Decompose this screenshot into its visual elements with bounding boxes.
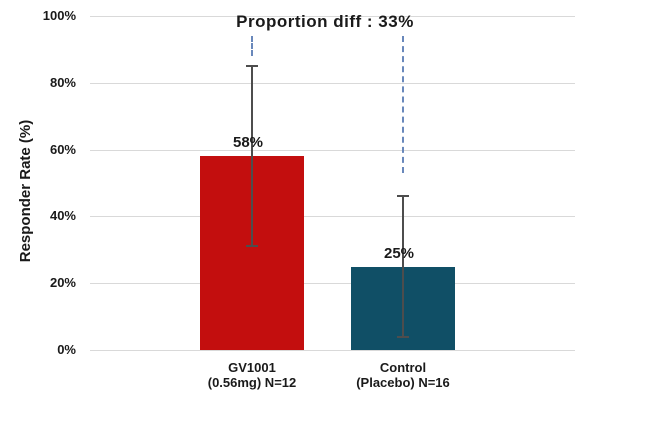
x-axis-label: GV1001 (0.56mg) N=12 <box>167 360 337 390</box>
y-tick-label: 0% <box>57 342 76 357</box>
error-bar-whisker <box>251 66 253 247</box>
error-bar-cap <box>397 195 409 198</box>
gridline-0% <box>90 350 575 351</box>
annotation-dashed-line <box>251 36 253 57</box>
plot-area: 58% 25% <box>90 16 575 351</box>
x-axis-label-line1: GV1001 <box>228 360 276 375</box>
x-axis-label-line2: (Placebo) N=16 <box>356 375 450 390</box>
x-axis-label-line1: Control <box>379 360 427 375</box>
bar-value-label: 58% <box>232 134 264 152</box>
error-bar-whisker <box>402 196 404 337</box>
error-bar-cap <box>246 245 258 248</box>
error-bar-cap <box>397 335 409 338</box>
y-tick-label: 60% <box>49 141 76 157</box>
gridline-100% <box>90 16 575 17</box>
x-axis-label: Control (Placebo) N=16 <box>318 360 488 390</box>
y-axis-title: Responder Rate (%) <box>17 119 34 263</box>
y-tick-label: 80% <box>49 74 76 90</box>
gridline-20% <box>90 283 575 285</box>
bar-value-label: 25% <box>383 244 415 262</box>
gridline-80% <box>90 82 575 84</box>
x-axis-label-line2: (0.56mg) N=12 <box>207 375 297 390</box>
y-tick-label: 20% <box>49 275 76 291</box>
error-bar-cap <box>246 65 258 68</box>
gridline-40% <box>90 216 575 218</box>
y-tick-label: 100% <box>42 8 76 23</box>
proportion-diff-annotation: Proportion diff : 33% <box>236 12 414 31</box>
annotation-dashed-line <box>402 36 404 173</box>
y-tick-label: 40% <box>49 208 76 224</box>
gridline-60% <box>90 149 575 151</box>
